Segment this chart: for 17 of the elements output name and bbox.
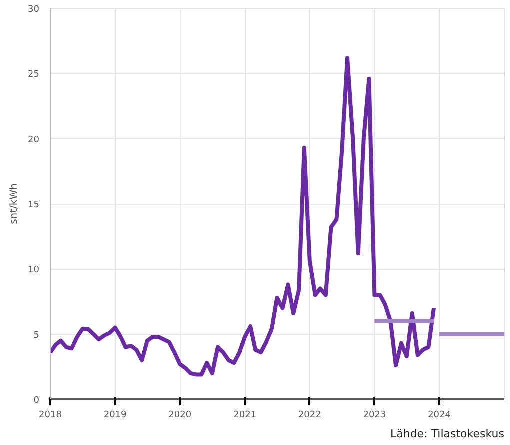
- y-tick-label: 20: [28, 135, 40, 146]
- x-tick-label: 2020: [168, 410, 192, 420]
- y-tick-label: 5: [34, 330, 40, 341]
- text: Lähde: Tilastokeskus: [390, 428, 505, 440]
- y-tick-label: 10: [28, 266, 40, 276]
- x-tick-label: 2022: [298, 410, 322, 420]
- y-axis-title: snt/kWh: [9, 184, 20, 224]
- y-tick-label: 30: [28, 5, 40, 15]
- x-tick-label: 2023: [363, 410, 386, 420]
- x-tick-label: 2019: [104, 410, 128, 420]
- y-tick-label: 0: [34, 396, 40, 406]
- x-tick-label: 2021: [234, 410, 257, 420]
- x-tick-label: 2018: [39, 410, 62, 420]
- x-tick-label: 2024: [428, 410, 452, 420]
- y-tick-label: 15: [28, 200, 40, 210]
- line-series: [50, 56, 436, 377]
- y-tick-label: 25: [28, 70, 40, 80]
